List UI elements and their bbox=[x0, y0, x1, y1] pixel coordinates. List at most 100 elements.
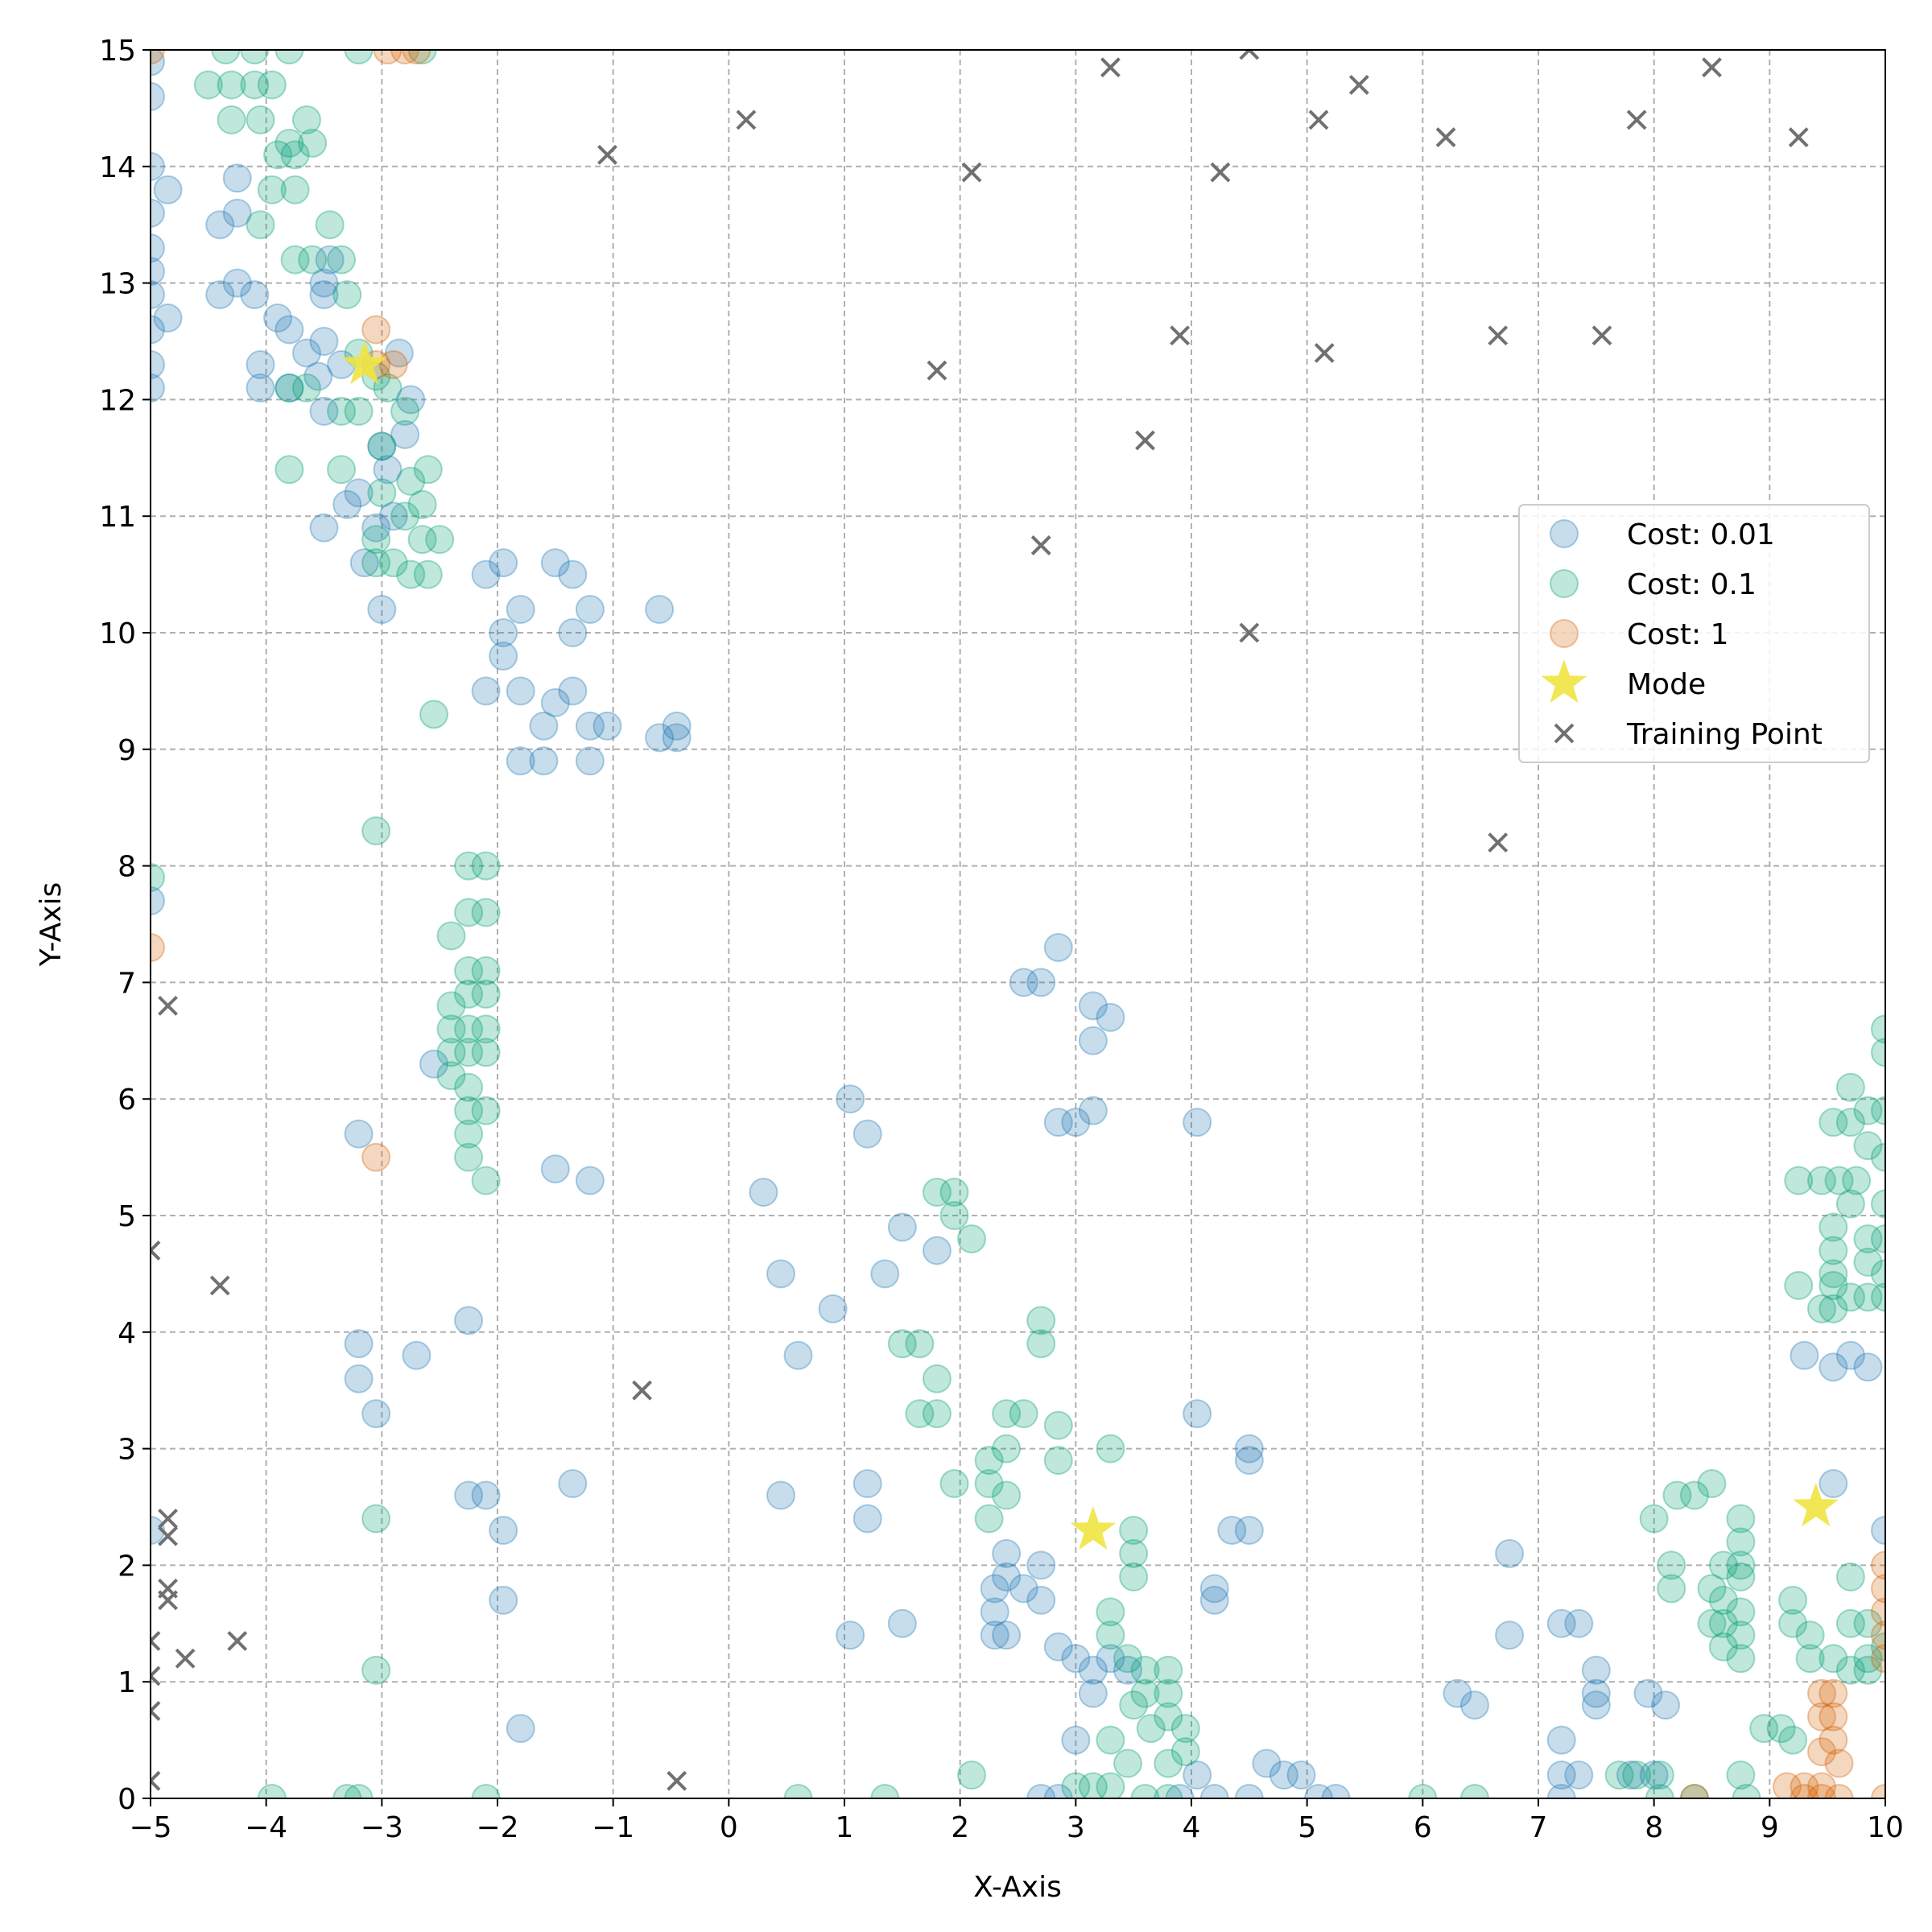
cost-0-1-point bbox=[1835, 1655, 1865, 1685]
series-3 bbox=[341, 341, 1839, 1550]
cost-0-1-point bbox=[1835, 1282, 1865, 1312]
y-tick-label: 1 bbox=[118, 1666, 136, 1699]
cost-0-01-point bbox=[992, 1538, 1022, 1568]
cost-0-01-point bbox=[1581, 1690, 1611, 1720]
legend-entry-cost-1: Cost: 1 bbox=[1550, 618, 1729, 651]
cost-0-1-point bbox=[1778, 1725, 1808, 1755]
cost-0-1-point bbox=[298, 245, 328, 275]
cost-1-point bbox=[1679, 1784, 1709, 1798]
cost-0-01-point bbox=[390, 419, 420, 449]
cost-0-01-point bbox=[1286, 1761, 1316, 1790]
cost-0-1-point bbox=[974, 1504, 1004, 1534]
cost-0-01-point bbox=[766, 1480, 795, 1510]
cost-0-01-point bbox=[489, 641, 518, 671]
cost-0-1-point bbox=[407, 489, 437, 519]
cost-0-1-point bbox=[1679, 1784, 1709, 1798]
training-point bbox=[1435, 127, 1456, 148]
cost-0-1-point bbox=[390, 396, 420, 426]
cost-0-1-point bbox=[419, 700, 448, 729]
cost-0-1-point bbox=[471, 898, 501, 927]
series-2 bbox=[151, 50, 1885, 1798]
cost-0-1-point bbox=[471, 979, 501, 1009]
cost-0-01-point bbox=[558, 676, 588, 706]
cost-1-point bbox=[1871, 1597, 1885, 1627]
cost-1-point bbox=[378, 349, 408, 379]
cost-0-01-point bbox=[662, 723, 691, 753]
cost-0-01-point bbox=[1165, 1784, 1195, 1798]
cost-1-point bbox=[1772, 1772, 1802, 1798]
cost-0-1-point bbox=[390, 502, 420, 531]
cost-0-1-point bbox=[454, 1072, 484, 1102]
legend-marker bbox=[1550, 619, 1579, 648]
training-point bbox=[1591, 325, 1612, 346]
cost-0-01-point bbox=[489, 1515, 518, 1545]
cost-0-1-point bbox=[1732, 1784, 1761, 1798]
cost-0-1-point bbox=[1061, 1772, 1091, 1798]
cost-0-1-point bbox=[1835, 1562, 1865, 1591]
y-tick-label: 13 bbox=[99, 268, 136, 301]
cost-0-01-point bbox=[1546, 1784, 1576, 1798]
cost-0-1-point bbox=[1096, 1597, 1125, 1627]
cost-0-1-point bbox=[454, 1142, 484, 1172]
cost-0-1-point bbox=[1871, 1224, 1885, 1253]
cost-0-1-point bbox=[1778, 1608, 1808, 1638]
cost-0-01-point bbox=[1078, 1026, 1108, 1055]
cost-0-01-point bbox=[783, 1340, 813, 1370]
training-point bbox=[1100, 57, 1121, 78]
cost-0-1-point bbox=[1078, 1772, 1108, 1798]
cost-0-1-point bbox=[373, 373, 402, 402]
training-point bbox=[158, 1509, 178, 1529]
legend-entry-training-point: Training Point bbox=[1554, 718, 1823, 751]
cost-0-1-point bbox=[413, 455, 443, 485]
cost-0-1-point bbox=[275, 455, 304, 485]
cost-0-01-point bbox=[361, 513, 391, 543]
cost-0-01-point bbox=[373, 455, 402, 485]
cost-0-1-point bbox=[1853, 1096, 1883, 1125]
x-tick-label: 0 bbox=[720, 1811, 738, 1844]
cost-0-1-point bbox=[905, 1399, 935, 1429]
cost-0-1-point bbox=[471, 1038, 501, 1067]
cost-0-01-point bbox=[645, 595, 675, 625]
cost-0-1-point bbox=[1871, 1632, 1885, 1662]
cost-0-1-point bbox=[1871, 1038, 1885, 1067]
cost-0-01-point bbox=[151, 198, 165, 228]
cost-0-01-point bbox=[1818, 1352, 1848, 1382]
cost-0-1-point bbox=[1130, 1678, 1160, 1708]
cost-0-1-point bbox=[1726, 1562, 1756, 1591]
cost-0-01-point bbox=[1026, 1585, 1056, 1615]
cost-1-point bbox=[1806, 1737, 1836, 1767]
cost-1-point bbox=[1806, 1678, 1836, 1708]
y-tick-label: 9 bbox=[118, 734, 136, 767]
cost-0-01-point bbox=[1096, 1002, 1125, 1032]
cost-0-1-point bbox=[407, 50, 437, 64]
cost-0-1-point bbox=[1726, 1527, 1756, 1557]
training-point bbox=[736, 109, 757, 130]
cost-0-1-point bbox=[436, 1061, 466, 1091]
plot-area bbox=[151, 50, 1885, 1798]
legend-label: Mode bbox=[1627, 668, 1706, 701]
cost-0-1-point bbox=[1871, 1259, 1885, 1289]
cost-0-1-point bbox=[454, 898, 484, 927]
cost-0-01-point bbox=[1183, 1108, 1212, 1137]
cost-0-01-point bbox=[1043, 1632, 1073, 1662]
cost-1-point bbox=[1806, 1772, 1836, 1798]
cost-0-01-point bbox=[1581, 1678, 1611, 1708]
cost-0-1-point bbox=[1726, 1504, 1756, 1534]
legend-entry-mode: Mode bbox=[1541, 659, 1706, 704]
cost-0-1-point bbox=[1766, 1714, 1796, 1744]
cost-0-1-point bbox=[280, 245, 310, 275]
legend-label: Cost: 0.01 bbox=[1627, 518, 1775, 551]
cost-0-01-point bbox=[344, 1329, 374, 1359]
cost-0-1-point bbox=[454, 851, 484, 881]
cost-0-1-point bbox=[454, 956, 484, 985]
cost-0-1-point bbox=[1154, 1678, 1183, 1708]
cost-0-01-point bbox=[887, 1608, 917, 1638]
cost-0-1-point bbox=[1639, 1504, 1669, 1534]
training-point bbox=[151, 1770, 161, 1791]
y-axis-label: Y-Axis bbox=[35, 882, 68, 968]
cost-0-01-point bbox=[1616, 1761, 1645, 1790]
cost-0-01-point bbox=[1183, 1399, 1212, 1429]
cost-0-01-point bbox=[592, 711, 622, 741]
cost-0-01-point bbox=[992, 1620, 1022, 1650]
